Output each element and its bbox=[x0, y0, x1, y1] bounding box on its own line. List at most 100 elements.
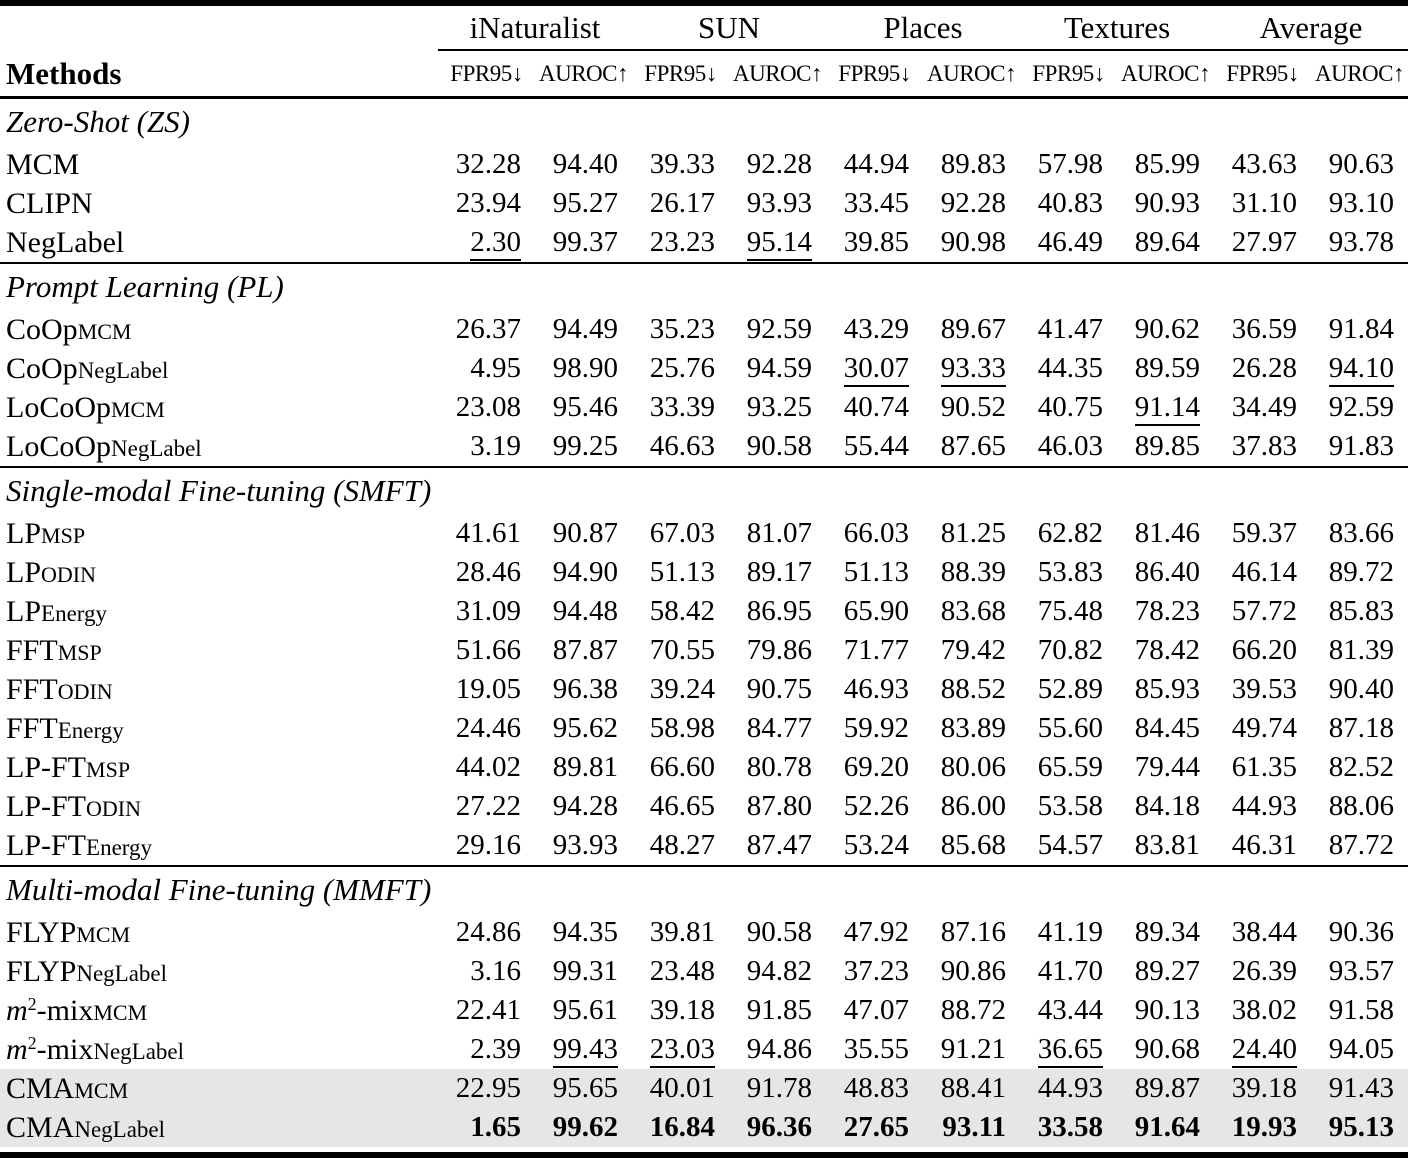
value-cell: 33.58 bbox=[1020, 1111, 1117, 1144]
value: 86.40 bbox=[1134, 556, 1200, 588]
value: 89.64 bbox=[1134, 226, 1200, 258]
value: 87.72 bbox=[1328, 829, 1394, 861]
value-cell: 86.40 bbox=[1117, 556, 1214, 589]
value-cell: 44.94 bbox=[826, 148, 923, 181]
method-name-part: CoOp bbox=[6, 312, 78, 346]
value-cell: 86.95 bbox=[729, 595, 826, 628]
value-cell: 86.00 bbox=[923, 790, 1020, 823]
value-cell: 58.98 bbox=[632, 712, 729, 745]
value: 57.98 bbox=[1037, 148, 1103, 180]
value: 39.18 bbox=[649, 994, 715, 1026]
method-name-part: LoCoOp bbox=[6, 390, 111, 424]
value: 92.59 bbox=[746, 313, 812, 345]
value: 81.07 bbox=[746, 517, 812, 549]
value: 90.75 bbox=[746, 673, 812, 705]
value-cell: 95.62 bbox=[535, 712, 632, 745]
value-cell: 89.72 bbox=[1311, 556, 1408, 589]
value: 66.60 bbox=[649, 751, 715, 783]
value: 79.42 bbox=[940, 634, 1006, 666]
value-cell: 57.72 bbox=[1214, 595, 1311, 628]
value-cell: 39.33 bbox=[632, 148, 729, 181]
value-underlined: 95.14 bbox=[746, 226, 812, 261]
value: 48.27 bbox=[649, 829, 715, 861]
value: 43.44 bbox=[1037, 994, 1103, 1026]
method-name-part: LP bbox=[6, 555, 42, 589]
value-cell: 90.75 bbox=[729, 673, 826, 706]
value-cell: 90.52 bbox=[923, 391, 1020, 424]
value: 24.86 bbox=[455, 916, 521, 948]
value-cell: 47.07 bbox=[826, 994, 923, 1027]
value: 33.45 bbox=[843, 187, 909, 219]
value-cell: 93.78 bbox=[1311, 226, 1408, 259]
table-row: LPODIN 28.46 94.90 51.13 89.17 51.13 88.39 53.8… bbox=[0, 553, 1408, 592]
method-name-part: LP-FT bbox=[6, 828, 87, 862]
column-group-sun: SUN bbox=[697, 9, 760, 45]
value-cell: 41.70 bbox=[1020, 955, 1117, 988]
value-cell: 34.49 bbox=[1214, 391, 1311, 424]
value-cell: 87.87 bbox=[535, 634, 632, 667]
method-name-part: MSP bbox=[57, 639, 102, 665]
value-cell: 23.03 bbox=[632, 1033, 729, 1068]
metric-header-auroc: AUROC↑ bbox=[926, 60, 1017, 86]
value-underlined: 94.10 bbox=[1328, 352, 1394, 387]
value-cell: 32.28 bbox=[438, 148, 535, 181]
value-cell: 89.59 bbox=[1117, 352, 1214, 385]
value-cell: 81.39 bbox=[1311, 634, 1408, 667]
method-name-part: MCM bbox=[6, 147, 80, 181]
value-cell: 43.29 bbox=[826, 313, 923, 346]
value: 65.90 bbox=[843, 595, 909, 627]
value-cell: 53.58 bbox=[1020, 790, 1117, 823]
column-group-average: Average bbox=[1259, 9, 1363, 45]
value-cell: 35.23 bbox=[632, 313, 729, 346]
value-cell: 91.43 bbox=[1311, 1072, 1408, 1105]
value: 94.86 bbox=[746, 1033, 812, 1065]
value-cell: 99.31 bbox=[535, 955, 632, 988]
value: 48.83 bbox=[843, 1072, 909, 1104]
value: 40.74 bbox=[843, 391, 909, 423]
value-cell: 94.28 bbox=[535, 790, 632, 823]
value: 25.76 bbox=[649, 352, 715, 384]
value-cell: 84.45 bbox=[1117, 712, 1214, 745]
value-cell: 89.64 bbox=[1117, 226, 1214, 259]
value: 93.10 bbox=[1328, 187, 1394, 219]
value-cell: 94.40 bbox=[535, 148, 632, 181]
value-cell: 95.14 bbox=[729, 226, 826, 261]
method-name: CMAMCM bbox=[0, 1072, 438, 1106]
value: 83.66 bbox=[1328, 517, 1394, 549]
value-cell: 41.61 bbox=[438, 517, 535, 550]
value: 26.28 bbox=[1231, 352, 1297, 384]
value-cell: 88.72 bbox=[923, 994, 1020, 1027]
value-cell: 51.13 bbox=[826, 556, 923, 589]
metric-header-row: Methods FPR95↓ AUROC↑ FPR95↓ AUROC↑ FPR9… bbox=[0, 51, 1408, 96]
value: 89.27 bbox=[1134, 955, 1200, 987]
value: 95.65 bbox=[552, 1072, 618, 1104]
value: 89.83 bbox=[940, 148, 1006, 180]
value: 91.84 bbox=[1328, 313, 1394, 345]
value-cell: 83.68 bbox=[923, 595, 1020, 628]
method-name-part: -mix bbox=[36, 1032, 94, 1066]
value: 36.59 bbox=[1231, 313, 1297, 345]
value-cell: 92.28 bbox=[729, 148, 826, 181]
value: 24.46 bbox=[455, 712, 521, 744]
value: 47.07 bbox=[843, 994, 909, 1026]
value-cell: 91.64 bbox=[1117, 1111, 1214, 1144]
value-cell: 39.18 bbox=[1214, 1072, 1311, 1105]
value-cell: 23.48 bbox=[632, 955, 729, 988]
value: 75.48 bbox=[1037, 595, 1103, 627]
value-cell: 93.57 bbox=[1311, 955, 1408, 988]
value: 62.82 bbox=[1037, 517, 1103, 549]
value-cell: 48.83 bbox=[826, 1072, 923, 1105]
value: 27.65 bbox=[843, 1111, 909, 1143]
value-cell: 87.47 bbox=[729, 829, 826, 862]
value-cell: 24.46 bbox=[438, 712, 535, 745]
method-name-part: CoOp bbox=[6, 351, 78, 385]
value-cell: 95.65 bbox=[535, 1072, 632, 1105]
value-cell: 85.93 bbox=[1117, 673, 1214, 706]
value: 87.47 bbox=[746, 829, 812, 861]
value-cell: 46.93 bbox=[826, 673, 923, 706]
method-name: NegLabel bbox=[0, 226, 438, 260]
value: 37.23 bbox=[843, 955, 909, 987]
value: 44.93 bbox=[1231, 790, 1297, 822]
value: 99.37 bbox=[552, 226, 618, 258]
value-cell: 71.77 bbox=[826, 634, 923, 667]
